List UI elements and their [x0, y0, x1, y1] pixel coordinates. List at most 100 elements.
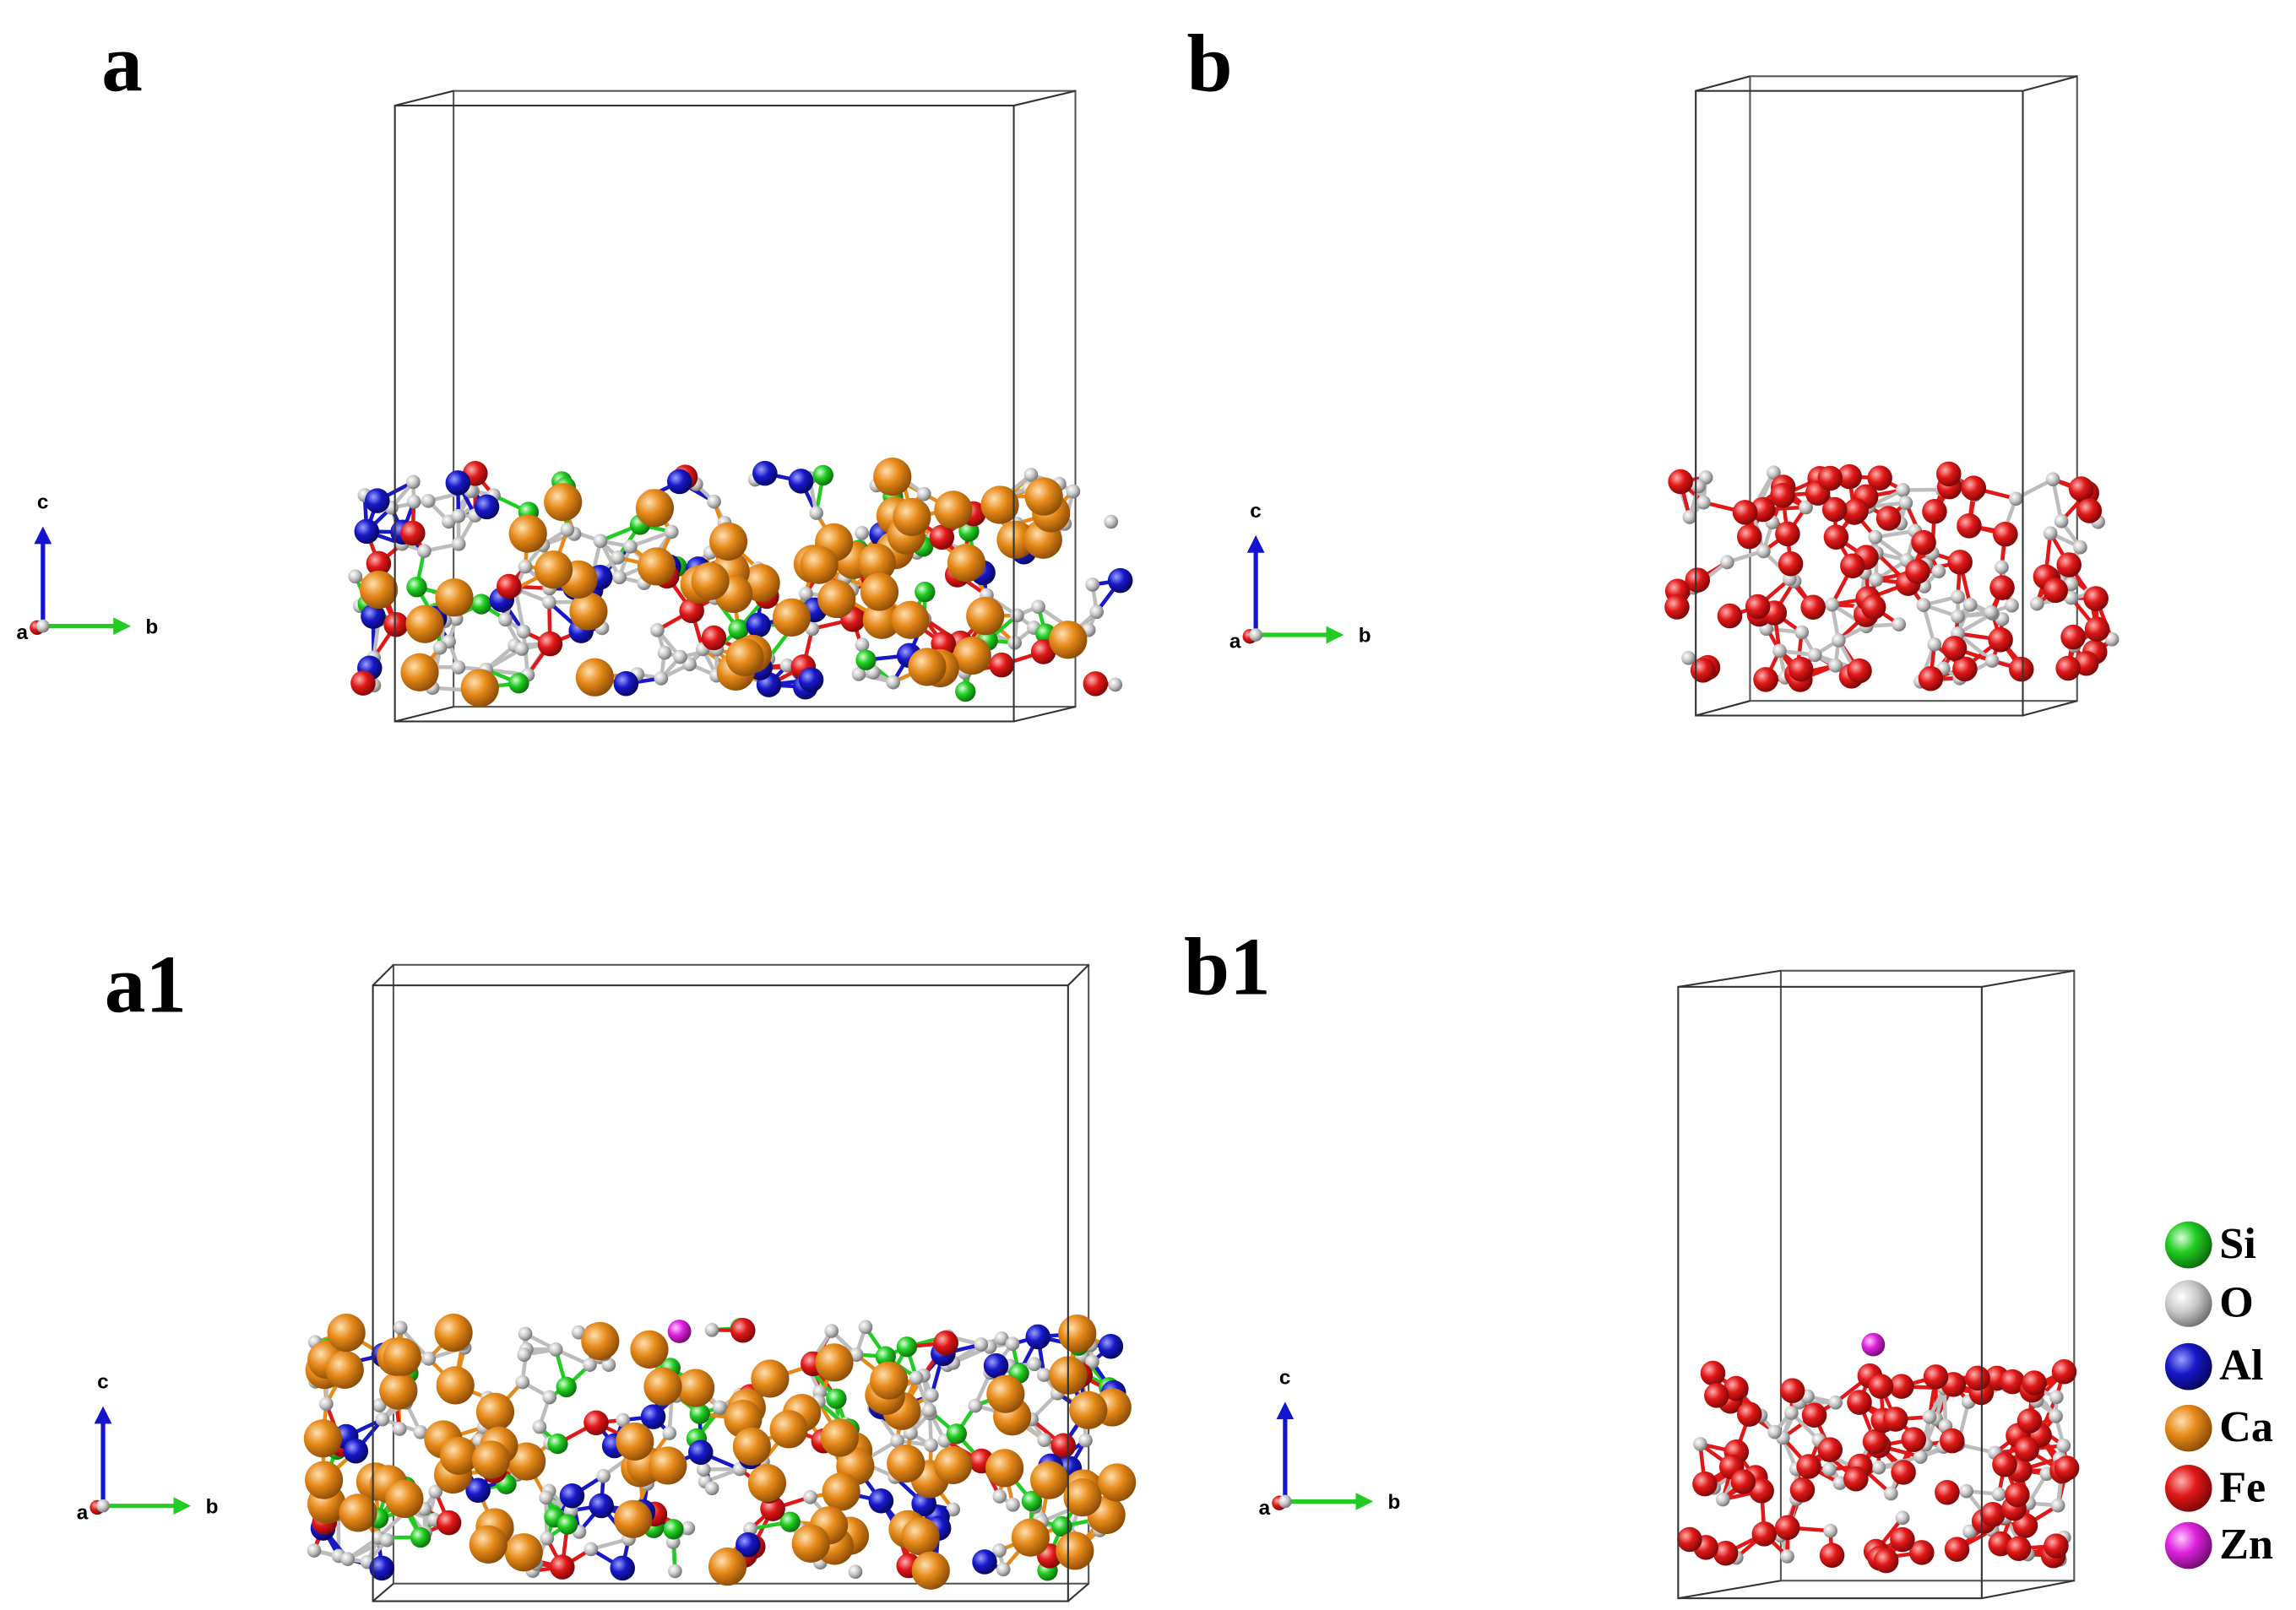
atom [1049, 621, 1088, 659]
atom [303, 1419, 342, 1458]
atom [385, 1479, 424, 1518]
atom [1847, 658, 1872, 684]
structure-panel: a1 c a b [77, 939, 1137, 1602]
cell-front [1677, 985, 1983, 1600]
atom [1089, 604, 1105, 620]
cell-edge [1695, 75, 1750, 92]
atom [2055, 655, 2081, 681]
atom [445, 470, 471, 496]
bond [909, 1394, 934, 1434]
atom [1959, 1483, 1973, 1499]
atom [319, 1396, 334, 1412]
atom [1063, 1478, 1102, 1517]
atom [2008, 656, 2034, 682]
atom [2043, 526, 2058, 541]
atom [673, 649, 687, 664]
atom [980, 485, 1019, 524]
atom [947, 544, 986, 583]
atom [1828, 1395, 1843, 1410]
cell-edge [372, 964, 394, 986]
atom [1947, 550, 1973, 575]
legend-label: O [2219, 1278, 2254, 1326]
axis-label: b [1387, 1491, 1400, 1514]
panel-label: a [101, 19, 143, 110]
atom [508, 673, 529, 694]
atom [1832, 633, 1846, 648]
atom [470, 594, 492, 615]
atoms [1664, 461, 2120, 692]
atom [657, 645, 672, 660]
axis-origin [96, 1499, 110, 1513]
atom [891, 600, 930, 639]
legend-swatch [2164, 1221, 2212, 1269]
atom [1941, 636, 1968, 661]
atom [1909, 1540, 1935, 1565]
atom [1788, 656, 1814, 682]
atom [654, 671, 669, 686]
atom [589, 1493, 614, 1519]
legend-swatch [2164, 1342, 2212, 1390]
atom [2005, 1482, 2030, 1508]
atom [709, 522, 748, 561]
atom [966, 597, 1005, 636]
atom [1720, 555, 1734, 570]
atom [1822, 1462, 1837, 1477]
panel-label: b [1187, 19, 1233, 110]
atom [1751, 1521, 1778, 1547]
atom [996, 1562, 1011, 1577]
atom [613, 670, 639, 697]
atom [544, 483, 583, 522]
cell-edge [1678, 969, 1782, 988]
atom [637, 547, 676, 586]
atom [534, 550, 573, 589]
atom [2030, 596, 2044, 611]
atom [616, 1422, 654, 1461]
atom [366, 550, 392, 577]
atom [1807, 648, 1822, 663]
atom [1779, 1378, 1805, 1403]
atom [1025, 1324, 1051, 1350]
atom [1031, 599, 1045, 615]
atom [542, 594, 556, 610]
atom [640, 1404, 666, 1429]
atom [2044, 1533, 2069, 1559]
atom [812, 464, 833, 486]
atom [1772, 643, 1787, 659]
atom [400, 520, 426, 546]
atom [688, 1439, 714, 1466]
axis-triad: c a b [1229, 500, 1371, 653]
atom [986, 1374, 1025, 1413]
atom [1961, 475, 1987, 501]
atom [1736, 523, 1762, 550]
atom [1892, 617, 1907, 632]
atom [728, 619, 749, 640]
atom [1796, 1454, 1821, 1479]
atom [559, 1483, 585, 1509]
atom [2056, 1438, 2071, 1453]
atom [1696, 495, 1711, 510]
atom [676, 1369, 715, 1407]
atom [1085, 577, 1100, 592]
atom [460, 669, 499, 707]
bond [629, 529, 672, 549]
atom [2054, 513, 2069, 529]
atom [851, 667, 866, 681]
atom [1778, 551, 1804, 577]
atom [1745, 594, 1771, 620]
cell-front [1695, 89, 2024, 717]
atom [1821, 496, 1848, 523]
atom [1692, 1471, 1718, 1497]
atom [989, 652, 1014, 678]
atom [1891, 1460, 1916, 1485]
atom [968, 1398, 983, 1413]
atom [1901, 1427, 1927, 1452]
axis-origin [1278, 1494, 1292, 1509]
atoms [303, 1313, 1137, 1590]
atom [1884, 1486, 1898, 1501]
atom [1889, 1374, 1914, 1399]
atom [1704, 1383, 1729, 1408]
axis-label: c [1279, 1367, 1291, 1390]
atom [354, 518, 380, 545]
atom [581, 1321, 620, 1361]
bond [1956, 632, 1994, 663]
